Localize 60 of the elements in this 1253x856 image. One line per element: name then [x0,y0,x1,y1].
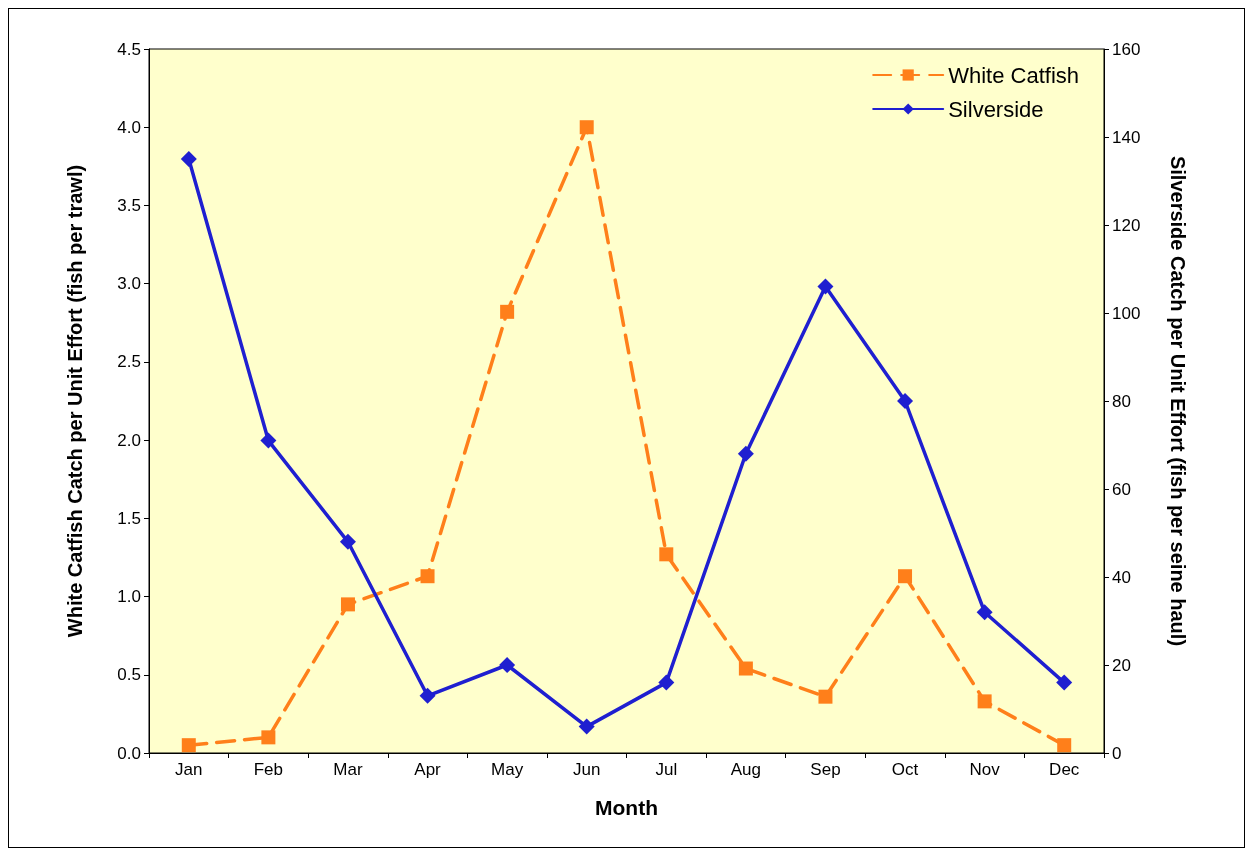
y2-tick-label: 20 [1112,655,1131,675]
x-tick-label: Jul [655,760,678,779]
point [817,278,834,295]
y2-tick-label: 40 [1112,567,1131,587]
legend-label: Silverside [948,96,1044,122]
point [180,151,197,167]
point [977,694,992,709]
point [261,730,276,745]
x-tick-label: May [491,760,524,779]
y2-tick-label: 60 [1112,479,1131,499]
x-tick-label: Feb [253,760,284,779]
y2-tick-label: 80 [1112,391,1131,411]
point [897,393,914,409]
point [976,604,993,621]
x-tick-label: Jan [175,760,203,779]
y2-tick-label: 140 [1112,127,1141,147]
point [1056,674,1073,691]
point [499,657,516,673]
point [339,533,356,550]
x-tick-label: Oct [891,760,919,779]
y2-tick-label: 160 [1112,39,1141,59]
point [340,597,355,612]
y-axis-title: White Catfish Catch per Unit Effort (fish per trawl) [64,164,86,638]
y-tick-label: 1.0 [117,587,141,607]
y-tick-label: 1.5 [117,508,141,528]
y-tick-label: 4.5 [117,39,141,59]
x-tick-label: Aug [730,760,761,779]
y2-tick-label: 120 [1112,215,1141,235]
y-tick-label: 2.0 [117,430,141,450]
x-tick-label: Dec [1049,760,1080,779]
point [898,569,913,584]
x-tick-label: Sep [810,760,841,779]
point [420,569,435,584]
y2-tick-label: 0 [1112,743,1122,763]
point [500,304,515,319]
x-tick-label: Apr [414,760,442,779]
x-tick-label: Mar [333,760,363,779]
x-tick-label: Jun [573,760,601,779]
point [737,445,754,462]
point [659,547,674,562]
point [419,687,436,704]
y-tick-label: 3.0 [117,274,141,294]
legend-label: White Catfish [948,62,1080,88]
y2-tick-label: 100 [1112,303,1141,323]
point [738,661,753,676]
point [181,738,196,753]
y-tick-label: 0.5 [117,665,141,685]
point [578,718,595,735]
y-tick-label: 4.0 [117,117,141,137]
x-axis-title: Month [595,796,658,819]
y-tick-label: 2.5 [117,352,141,372]
y2-axis-title: Silverside Catch per Unit Effort (fish per seine haul) [1167,155,1189,647]
y-tick-label: 0.0 [117,743,141,763]
point [658,674,675,691]
x-tick-label: Nov [969,760,1001,779]
point [579,120,594,135]
y-tick-label: 3.5 [117,195,141,215]
point [260,432,277,449]
point [818,689,833,704]
point [1057,738,1072,753]
